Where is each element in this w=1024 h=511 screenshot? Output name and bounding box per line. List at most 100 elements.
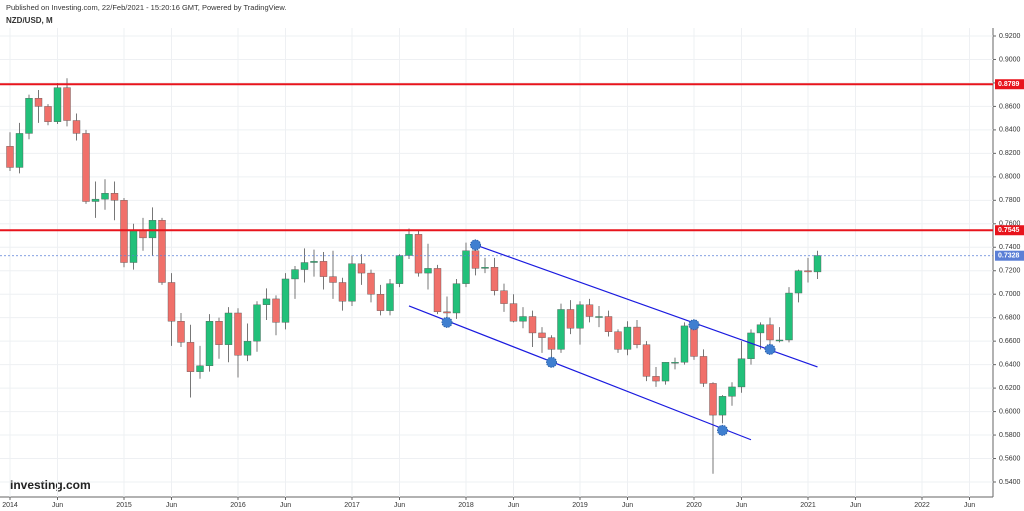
x-tick-label: Jun	[508, 502, 519, 509]
price-label-bg	[995, 79, 1024, 90]
candle-body	[129, 229, 138, 263]
y-tick-label: 0.9200	[999, 33, 1021, 40]
price-label: 0.7328	[998, 253, 1020, 260]
x-tick-label: Jun	[280, 502, 291, 509]
x-tick-label: Jun	[166, 502, 177, 509]
candle-body	[101, 193, 109, 200]
y-tick-label: 0.6200	[999, 385, 1021, 392]
candle-body	[737, 358, 746, 388]
candle-body	[215, 321, 223, 345]
y-tick-label: 0.7200	[999, 268, 1021, 275]
candle-body	[519, 316, 527, 322]
x-tick-label: Jun	[850, 502, 861, 509]
candle-body	[595, 316, 603, 318]
candle-body	[785, 292, 793, 341]
published-note: Published on Investing.com, 22/Feb/2021 …	[6, 3, 286, 12]
y-tick-label: 0.5600	[999, 455, 1021, 462]
y-tick-label: 0.6600	[999, 338, 1021, 345]
candle-body	[452, 283, 461, 314]
candle-body	[243, 340, 252, 356]
x-tick-label: Jun	[964, 502, 975, 509]
candle-body	[148, 220, 157, 239]
candle-body	[205, 321, 214, 367]
candle-body	[25, 98, 33, 134]
y-tick-label: 0.8400	[999, 127, 1021, 134]
candle-body	[709, 383, 717, 416]
candle-body	[547, 337, 556, 350]
candle-body	[395, 255, 404, 284]
trendline	[475, 244, 818, 368]
candle-body	[652, 376, 660, 382]
candle-body	[747, 332, 755, 359]
candle-body	[158, 220, 166, 283]
candle-body	[538, 332, 546, 338]
candle-body	[766, 324, 774, 341]
x-tick-label: 2017	[344, 502, 360, 509]
candle-body	[566, 309, 575, 329]
candle-body	[576, 304, 584, 329]
candle-body	[671, 362, 679, 364]
trendline	[408, 305, 752, 441]
x-tick-label: 2018	[458, 502, 474, 509]
candle-body	[604, 316, 613, 332]
candle-body	[680, 325, 689, 363]
candle-body	[614, 331, 622, 350]
candle-body	[53, 87, 62, 122]
candle-body	[804, 270, 812, 273]
candle-body	[329, 276, 337, 283]
candle-body	[775, 339, 784, 342]
y-tick-label: 0.8600	[999, 103, 1021, 110]
x-tick-label: 2021	[800, 502, 816, 509]
candle-body	[253, 304, 261, 342]
candle-body	[433, 268, 442, 313]
candle-body	[72, 120, 81, 134]
candle-body	[338, 282, 347, 302]
candle-body	[690, 325, 698, 357]
y-tick-label: 0.8200	[999, 150, 1021, 157]
marker	[688, 319, 700, 331]
candle-body	[177, 321, 185, 343]
price-label-bg	[995, 225, 1024, 236]
logo: Investing.com	[10, 478, 91, 492]
candle-body	[557, 309, 565, 350]
candle-body	[367, 272, 375, 295]
y-tick-label: 0.5400	[999, 479, 1021, 486]
candle-body	[661, 362, 670, 382]
y-tick-label: 0.7400	[999, 244, 1021, 251]
x-tick-label: Jun	[736, 502, 747, 509]
candle-body	[481, 267, 489, 269]
price-label-bg	[995, 250, 1024, 261]
y-tick-label: 0.6400	[999, 361, 1021, 368]
candle-body	[794, 270, 803, 294]
y-tick-label: 0.7800	[999, 197, 1021, 204]
candle-body	[34, 98, 43, 107]
candle-body	[310, 261, 318, 263]
candle-body	[386, 283, 394, 311]
candle-body	[15, 133, 24, 168]
candle-body	[414, 234, 423, 274]
x-tick-label: Jun	[394, 502, 405, 509]
x-tick-label: 2016	[230, 502, 246, 509]
marker	[441, 316, 453, 328]
y-tick-label: 0.5800	[999, 432, 1021, 439]
candle-body	[728, 386, 736, 397]
candle-body	[63, 87, 71, 121]
candle-body	[44, 106, 52, 122]
x-tick-label: 2014	[2, 502, 18, 509]
candle-body	[500, 290, 508, 304]
candle-body	[281, 278, 290, 323]
y-tick-label: 0.8000	[999, 174, 1021, 181]
x-tick-label: Jun	[622, 502, 633, 509]
candle-body	[462, 250, 470, 284]
x-tick-label: 2019	[572, 502, 588, 509]
y-tick-label: 0.9000	[999, 56, 1021, 63]
candle-body	[357, 263, 366, 274]
marker	[546, 356, 557, 368]
y-tick-label: 0.6800	[999, 315, 1021, 322]
candle-body	[424, 268, 432, 274]
candle-body	[186, 342, 195, 372]
y-tick-label: 0.6000	[999, 408, 1021, 415]
candle-body	[348, 263, 356, 302]
price-label: 0.7545	[998, 227, 1020, 234]
candle-body	[91, 198, 100, 202]
